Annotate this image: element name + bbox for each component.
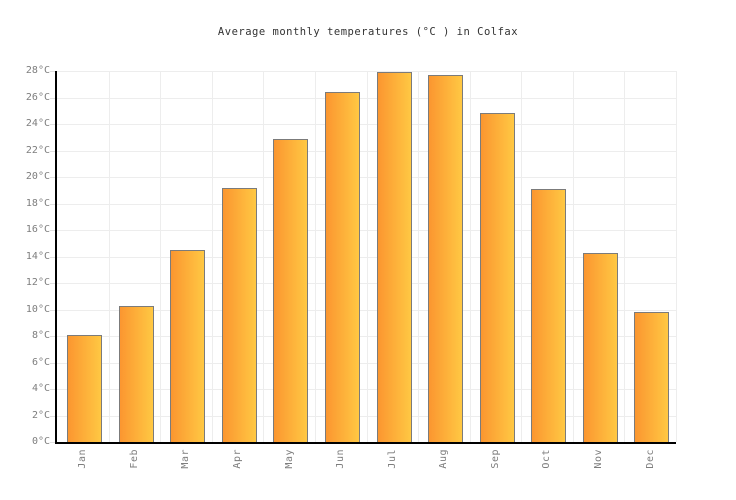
y-axis-tick	[50, 389, 55, 390]
x-axis-cell: Nov	[573, 449, 625, 485]
x-axis-cell: Mar	[160, 449, 212, 485]
y-axis-tick	[50, 415, 55, 417]
y-axis-tick	[50, 150, 55, 152]
y-axis-tick	[50, 442, 55, 443]
gridline-vertical	[314, 71, 316, 442]
x-axis-label-may: May	[283, 449, 295, 469]
y-axis-label: 18°C	[25, 197, 50, 209]
bar-oct	[531, 188, 567, 442]
plot-area	[55, 71, 677, 444]
bar-apr	[221, 187, 257, 442]
x-axis-label-aug: Aug	[438, 449, 450, 469]
gridline-vertical	[108, 71, 110, 442]
y-axis-label: 20°C	[25, 171, 50, 182]
y-axis-tick	[50, 230, 55, 231]
x-axis-cell: Sep	[470, 449, 522, 485]
x-axis-label-nov: Nov	[593, 449, 605, 469]
x-axis-label-apr: Apr	[232, 449, 244, 469]
x-axis-label-sep: Sep	[489, 449, 501, 469]
y-axis-label: 22°C	[25, 144, 50, 156]
y-axis-tick	[50, 309, 55, 311]
x-axis-cell: Aug	[418, 449, 470, 485]
gridline-vertical	[211, 71, 213, 442]
bar-sep	[479, 113, 515, 442]
y-axis-label: 4°C	[31, 383, 50, 394]
bar-jul	[376, 72, 412, 442]
y-axis-tick	[50, 256, 55, 258]
gridline-vertical	[418, 71, 420, 442]
y-axis-tick	[50, 336, 55, 337]
gridline-vertical	[521, 71, 523, 442]
y-axis-label: 10°C	[25, 303, 50, 315]
x-axis: Jan Feb Mar Apr May Jun Jul Aug Sep Oct Nov Dec	[57, 449, 676, 485]
x-axis-cell: Jan	[57, 449, 109, 485]
y-axis-label: 8°C	[31, 330, 50, 341]
x-axis-cell: Oct	[521, 449, 573, 485]
x-axis-cell: Dec	[624, 449, 676, 485]
x-axis-cell: Jun	[315, 449, 367, 485]
y-axis-label: 6°C	[31, 356, 50, 368]
y-axis-label: 0°C	[31, 436, 50, 447]
y-axis-tick	[50, 97, 55, 99]
y-axis-label: 2°C	[31, 409, 50, 421]
x-axis-cell: Jul	[366, 449, 418, 485]
bar-aug	[428, 74, 464, 442]
gridline-vertical	[263, 71, 265, 442]
chart-title: Average monthly temperatures (°C ) in Co…	[217, 26, 519, 38]
x-axis-cell: Feb	[109, 449, 161, 485]
y-axis-label: 16°C	[25, 224, 50, 235]
gridline-vertical	[676, 71, 677, 442]
y-axis-label: 26°C	[25, 91, 50, 103]
gridline-vertical	[469, 71, 471, 442]
y-axis-label: 28°C	[25, 65, 50, 76]
y-axis-label: 24°C	[25, 118, 50, 129]
x-axis-label-dec: Dec	[644, 449, 656, 469]
y-axis-tick	[50, 203, 55, 205]
y-axis-tick	[50, 124, 55, 125]
bar-may	[273, 138, 309, 442]
bar-dec	[634, 312, 670, 442]
gridline-vertical	[366, 71, 368, 442]
x-axis-label-jul: Jul	[386, 449, 398, 469]
x-axis-label-oct: Oct	[541, 449, 553, 469]
bar-jun	[324, 92, 360, 442]
x-axis-label-jun: Jun	[335, 449, 347, 469]
bar-mar	[170, 249, 206, 442]
x-axis-label-feb: Feb	[128, 449, 140, 469]
x-axis-label-jan: Jan	[77, 449, 89, 469]
y-axis-label: 14°C	[25, 250, 50, 262]
gridline-vertical	[624, 71, 626, 442]
x-axis-label-mar: Mar	[180, 449, 192, 469]
gridline-vertical	[572, 71, 574, 442]
y-axis-tick	[50, 177, 55, 178]
y-axis-label: 12°C	[25, 277, 50, 288]
bar-nov	[582, 252, 618, 442]
bar-jan	[67, 334, 102, 442]
bar-feb	[118, 305, 154, 442]
y-axis-tick	[50, 283, 55, 284]
y-axis-tick	[50, 71, 55, 72]
x-axis-cell: May	[263, 449, 315, 485]
x-axis-cell: Apr	[212, 449, 264, 485]
y-axis-tick	[50, 362, 55, 364]
gridline-vertical	[160, 71, 162, 442]
